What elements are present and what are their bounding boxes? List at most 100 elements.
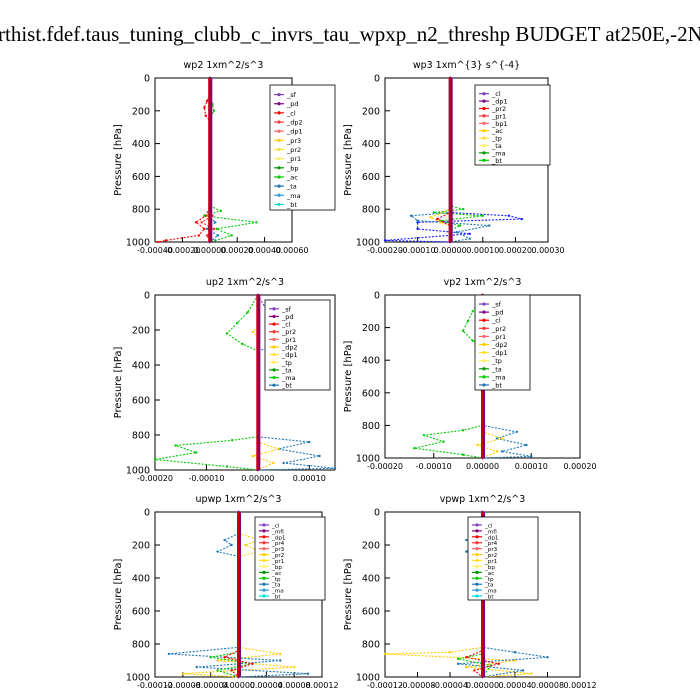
legend-marker <box>262 523 266 527</box>
x-tick-label: 0.00004 <box>250 681 283 690</box>
data-point <box>205 227 209 231</box>
legend-label: _bp <box>484 565 495 571</box>
data-point <box>333 467 337 470</box>
legend-marker <box>482 106 486 111</box>
data-point <box>432 211 436 214</box>
data-point <box>197 234 201 237</box>
x-tick-label: 0.00000 <box>193 246 226 255</box>
series-line-tp <box>384 78 523 243</box>
x-tick-label: 0.00010 <box>466 246 499 255</box>
data-point <box>455 230 458 234</box>
data-point <box>476 443 479 447</box>
legend-label: _pr2 <box>271 553 284 559</box>
legend-marker <box>482 302 486 306</box>
y-tick-label: 0 <box>374 508 380 519</box>
legend-label: _cl <box>491 90 501 98</box>
legend-label: _pd <box>286 100 299 108</box>
y-tick-label: 1000 <box>356 454 380 465</box>
x-tick-label: -0.00020 <box>164 246 200 255</box>
legend-label: _tp <box>271 577 281 583</box>
y-tick-label: 200 <box>132 106 150 117</box>
legend-marker <box>475 582 479 586</box>
legend-label: _ac <box>286 173 298 181</box>
data-point <box>236 321 239 325</box>
legend-marker <box>277 184 281 188</box>
x-tick-label: -0.00012 <box>367 681 403 690</box>
chart-panel-2: wp3 1xm^{3} s^{-4} Pressure [hPa] 0 200 400 6… <box>343 60 565 255</box>
chart-panel-5: upwp 1xm^2/s^3 Pressure [hPa] 0 200 400 600 80… <box>113 494 339 690</box>
x-tick-label: 0.00000 <box>241 474 274 483</box>
data-point <box>383 652 387 656</box>
legend-marker <box>262 552 266 557</box>
legend-label: _pr3 <box>271 547 285 553</box>
legend-box <box>474 84 551 166</box>
chart-panel-6: vpwp 1xm^2/s^3 Pressure [hPa] 0 200 400 600 80… <box>343 494 597 690</box>
chart-title: up2 1xm^2/s^3 <box>206 277 284 288</box>
legend-box <box>269 84 336 211</box>
y-tick-label: 200 <box>132 541 150 552</box>
data-point <box>167 652 171 656</box>
legend-marker <box>482 158 486 162</box>
data-point <box>530 455 533 458</box>
data-point <box>181 672 185 675</box>
legend-label: _ac <box>271 571 281 577</box>
y-tick-label: 200 <box>362 541 380 552</box>
legend-marker <box>482 143 486 148</box>
data-point <box>530 672 533 675</box>
legend-marker <box>262 576 266 580</box>
legend-marker <box>277 193 281 197</box>
legend-label: _dp2 <box>491 341 508 349</box>
data-point <box>513 651 517 654</box>
x-tick-label: -0.00040 <box>137 246 173 255</box>
data-point <box>308 440 311 444</box>
y-tick-label: 400 <box>362 574 380 585</box>
data-point <box>465 538 468 542</box>
y-tick-label: 1000 <box>356 238 380 249</box>
data-point <box>461 329 465 333</box>
x-tick-label: 0.00000 <box>466 681 499 690</box>
legend-label: _ma <box>491 373 506 381</box>
data-point <box>194 221 198 224</box>
x-tick-label: 0.00020 <box>563 462 596 471</box>
data-point <box>416 219 419 222</box>
legend-label: _ma <box>286 192 301 200</box>
data-point <box>468 232 471 235</box>
data-point <box>515 430 518 434</box>
data-point <box>495 450 499 453</box>
y-tick-label: 600 <box>362 172 380 183</box>
data-point <box>214 239 217 242</box>
legend-label: _bt <box>484 595 494 601</box>
legend-marker <box>262 582 266 586</box>
x-tick-label: -0.00010 <box>400 246 436 255</box>
legend-marker <box>262 529 266 533</box>
data-point <box>203 106 206 109</box>
legend-label: _dp1 <box>491 349 508 357</box>
x-tick-label: 0.00060 <box>275 246 308 255</box>
legend-label: _bt <box>286 201 297 209</box>
y-tick-label: 600 <box>362 607 380 618</box>
legend-marker <box>277 102 281 106</box>
legend-label: _bp <box>286 164 299 172</box>
x-tick-label: 0.00012 <box>305 681 338 690</box>
legend-label: _ta <box>281 366 292 374</box>
legend-marker <box>277 175 281 179</box>
legend-label: _pr1 <box>286 155 301 163</box>
y-tick-label: 200 <box>362 323 380 334</box>
legend-marker <box>262 594 266 598</box>
data-point <box>481 214 484 217</box>
x-tick-label: 0.00012 <box>563 681 596 690</box>
data-point <box>272 461 275 465</box>
legend-marker <box>475 594 479 598</box>
y-tick-label: 0 <box>374 291 380 302</box>
legend-marker <box>482 375 486 379</box>
legend-label: _pr1 <box>491 112 506 120</box>
y-axis-label: Pressure [hPa] <box>113 347 124 419</box>
legend-marker <box>482 151 486 155</box>
x-tick-label: 0.00010 <box>293 474 326 483</box>
y-tick-label: 600 <box>132 396 150 407</box>
legend-label: _pr1 <box>484 559 498 565</box>
data-point <box>219 209 222 213</box>
y-tick-label: 0 <box>144 508 150 519</box>
x-tick-label: 0.00000 <box>222 681 255 690</box>
